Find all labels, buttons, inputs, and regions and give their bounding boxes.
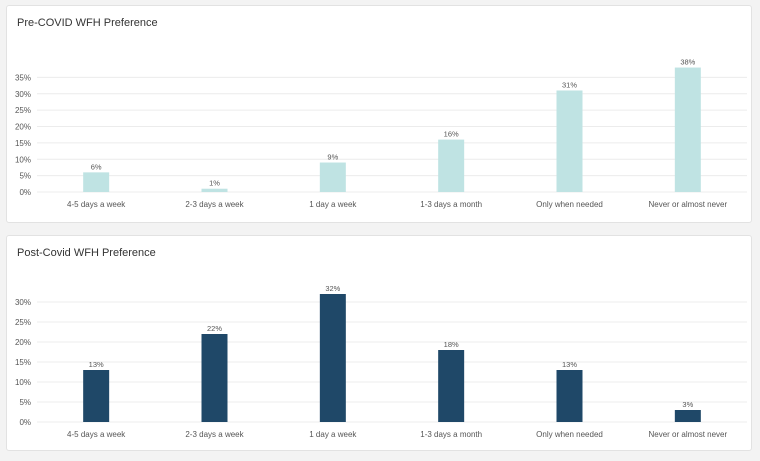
- data-label: 3%: [682, 400, 693, 409]
- post-covid-bar-chart: 0% 5% 10% 15% 20% 25% 30% 13% 4-5 days a week 22%…: [15, 284, 747, 439]
- bar: [201, 334, 228, 422]
- y-tick-label: 25%: [15, 106, 31, 115]
- y-tick-label: 25%: [15, 318, 31, 327]
- x-tick-label: 2-3 days a week: [185, 430, 244, 439]
- bar: [556, 90, 583, 192]
- bar: [438, 139, 465, 192]
- data-label: 13%: [562, 360, 577, 369]
- x-tick-label: 1-3 days a month: [420, 200, 482, 209]
- x-tick-label: 1 day a week: [309, 430, 357, 439]
- y-tick-label: 5%: [19, 398, 31, 407]
- x-tick-label: Never or almost never: [648, 200, 727, 209]
- data-label: 6%: [91, 162, 102, 171]
- data-label: 13%: [89, 360, 104, 369]
- bar: [319, 294, 346, 422]
- chart-title: Pre-COVID WFH Preference: [17, 17, 158, 29]
- y-tick-label: 0%: [19, 188, 31, 197]
- bar: [83, 370, 110, 422]
- bar: [83, 172, 110, 192]
- x-tick-label: 1 day a week: [309, 200, 357, 209]
- y-tick-label: 10%: [15, 155, 31, 164]
- bar: [201, 188, 228, 192]
- y-tick-label: 30%: [15, 90, 31, 99]
- y-tick-label: 0%: [19, 418, 31, 427]
- data-label: 9%: [327, 153, 338, 162]
- y-tick-label: 15%: [15, 139, 31, 148]
- pre-covid-bar-chart: 0% 5% 10% 15% 20% 25% 30% 35% 6% 4-5 days a week 1…: [15, 58, 747, 209]
- data-label: 32%: [325, 284, 340, 293]
- y-tick-label: 35%: [15, 73, 31, 82]
- chart-title: Post-Covid WFH Preference: [17, 247, 156, 259]
- y-tick-label: 5%: [19, 172, 31, 181]
- bar: [319, 162, 346, 192]
- y-tick-label: 20%: [15, 338, 31, 347]
- x-tick-label: Only when needed: [536, 200, 603, 209]
- bar: [674, 67, 701, 192]
- bar: [674, 410, 701, 422]
- x-tick-label: 2-3 days a week: [185, 200, 244, 209]
- y-tick-label: 20%: [15, 123, 31, 132]
- y-tick-label: 10%: [15, 378, 31, 387]
- data-label: 16%: [444, 130, 459, 139]
- data-label: 22%: [207, 324, 222, 333]
- data-label: 18%: [444, 340, 459, 349]
- x-tick-label: Never or almost never: [648, 430, 727, 439]
- bar: [556, 370, 583, 422]
- pre-covid-chart-panel: Pre-COVID WFH Preference 0% 5% 10% 15% 20% 25…: [6, 5, 752, 223]
- data-label: 1%: [209, 179, 220, 188]
- post-covid-chart-panel: Post-Covid WFH Preference 0% 5% 10% 15% 20% 2…: [6, 235, 752, 451]
- data-label: 31%: [562, 80, 577, 89]
- data-label: 38%: [680, 58, 695, 67]
- x-tick-label: 4-5 days a week: [67, 200, 126, 209]
- y-tick-label: 15%: [15, 358, 31, 367]
- x-tick-label: 1-3 days a month: [420, 430, 482, 439]
- y-tick-label: 30%: [15, 298, 31, 307]
- x-tick-label: Only when needed: [536, 430, 603, 439]
- x-tick-label: 4-5 days a week: [67, 430, 126, 439]
- bar: [438, 350, 465, 422]
